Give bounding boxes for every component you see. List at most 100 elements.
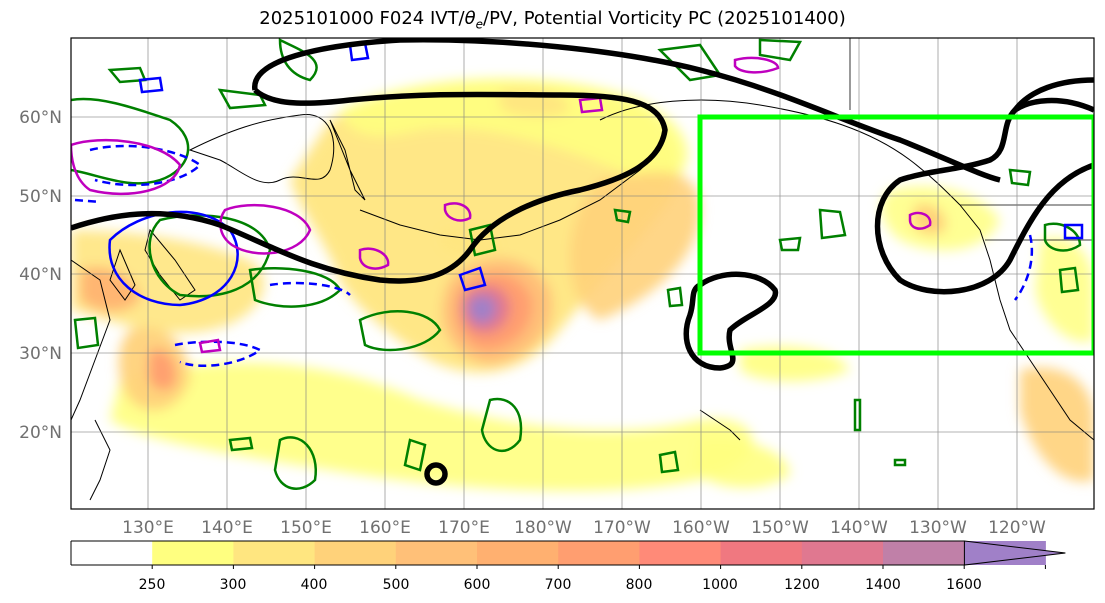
- lon-label: 150°W: [751, 518, 809, 538]
- lon-label: 160°E: [359, 518, 411, 538]
- lat-label: 50°N: [19, 187, 62, 207]
- coast-hawaii: [699, 409, 741, 441]
- colorbar-segment: [71, 541, 153, 565]
- figure-title: 2025101000 F024 IVT/θe/PV, Potential Vor…: [0, 0, 1105, 32]
- green-contour: [1058, 266, 1080, 294]
- green-contour: [217, 88, 267, 110]
- colorbar-tick-label: 500: [383, 577, 410, 593]
- blue-contour-dashed: [74, 198, 101, 204]
- ivt-typhoon-core: [148, 349, 177, 391]
- colorbar-segment: [558, 541, 640, 565]
- pv-contour-north: [252, 38, 1001, 183]
- blue-contour: [458, 266, 487, 292]
- lat-labels: 60°N 50°N 40°N 30°N 20°N: [19, 108, 62, 443]
- magenta-contour: [198, 338, 222, 354]
- green-contour: [71, 97, 190, 185]
- lon-labels: 130°E 140°E 150°E 160°E 170°E 180°W 170°…: [122, 518, 1046, 538]
- lat-label: 20°N: [19, 423, 62, 443]
- blue-contour-dashed: [1013, 234, 1034, 301]
- colorbar-tick-label: 300: [220, 577, 247, 593]
- coast-kamchatka: [329, 119, 366, 201]
- coast-china: [71, 259, 111, 421]
- colorbar-tick-label: 1400: [865, 577, 901, 593]
- target-box: [697, 114, 1094, 356]
- colorbar-segment: [639, 541, 722, 565]
- magenta-contour: [578, 96, 604, 114]
- borders: [849, 38, 1094, 241]
- colorbar-tick-label: 600: [464, 577, 491, 593]
- magenta-contour: [733, 56, 780, 74]
- colorbar-tick-label: 400: [301, 577, 328, 593]
- lon-label: 120°W: [988, 518, 1046, 538]
- magenta-contour: [71, 138, 182, 196]
- green-contour: [666, 286, 684, 308]
- lon-label: 130°W: [909, 518, 967, 538]
- ivt-east-coast: [1035, 237, 1094, 342]
- pv-contour-main: [71, 87, 668, 284]
- colorbar-segment: [233, 541, 316, 565]
- colorbar-tick-label: 1200: [784, 577, 820, 593]
- green-contour: [148, 214, 272, 298]
- green-contour: [273, 436, 318, 490]
- lon-label: 170°W: [593, 518, 651, 538]
- colorbar-tick-label: 1600: [946, 577, 982, 593]
- green-contour: [758, 38, 803, 62]
- colorbar-segment: [720, 541, 803, 565]
- green-contour: [818, 208, 847, 240]
- lon-label: 130°E: [122, 518, 174, 538]
- colorbar-frame: [70, 540, 965, 566]
- blue-contour-dashed: [174, 340, 263, 368]
- magenta-contours: [71, 56, 932, 354]
- colorbar-extend-arrow: [963, 540, 1066, 566]
- colorbar-segment: [477, 541, 559, 565]
- lon-label: 160°W: [672, 518, 730, 538]
- coast-aleutians: [359, 149, 661, 241]
- ivt-central-core: [468, 295, 496, 324]
- green-contours: [71, 38, 1082, 490]
- colorbar-tick-label: 700: [545, 577, 572, 593]
- green-contour: [73, 316, 100, 350]
- lon-label: 180°W: [514, 518, 572, 538]
- coast-japan: [144, 228, 196, 301]
- green-contour: [1043, 222, 1082, 252]
- colorbar-segment: [152, 541, 234, 565]
- coast-west-na: [959, 204, 1094, 441]
- pv-contour-small: [424, 462, 448, 486]
- coast-philippines: [89, 419, 111, 501]
- lat-label: 60°N: [19, 108, 62, 128]
- green-contour: [403, 438, 427, 472]
- figure-title-text: 2025101000 F024 IVT/θe/PV, Potential Vor…: [259, 8, 846, 32]
- colorbar-tick-label: 800: [626, 577, 653, 593]
- colorbar-tick-label: 1000: [702, 577, 738, 593]
- blue-contour-dashed: [89, 144, 202, 187]
- ivt-plume-east: [570, 171, 700, 320]
- colorbar-ticks: 250 300 400 500 600 700 800 1000 1200 14…: [139, 577, 982, 593]
- colorbar-segment: [314, 541, 397, 565]
- lon-label: 170°E: [438, 518, 490, 538]
- green-contour: [1008, 168, 1032, 187]
- ivt-shading: [71, 38, 1094, 509]
- green-contour: [228, 436, 254, 452]
- green-contour: [893, 458, 907, 467]
- lon-label: 150°E: [280, 518, 332, 538]
- pv-contour-ne-top: [1012, 77, 1094, 112]
- magenta-contour: [443, 202, 472, 222]
- green-contour: [613, 208, 632, 224]
- ivt-s-patch: [695, 439, 790, 488]
- magenta-contour: [219, 204, 312, 255]
- magenta-contour: [358, 247, 390, 270]
- ivt-se-1: [1020, 367, 1094, 482]
- green-contour: [778, 236, 802, 252]
- lon-label: 140°E: [201, 518, 253, 538]
- colorbar: [70, 540, 1066, 569]
- lat-label: 40°N: [19, 265, 62, 285]
- magenta-contour: [908, 211, 932, 230]
- pv-contour-ne-loop: [874, 97, 1094, 295]
- green-contour: [358, 310, 442, 352]
- coast-siberia: [188, 114, 335, 184]
- green-contour: [658, 450, 680, 474]
- ivt-band-south: [110, 362, 753, 491]
- colorbar-segment: [801, 541, 884, 565]
- lat-label: 30°N: [19, 344, 62, 364]
